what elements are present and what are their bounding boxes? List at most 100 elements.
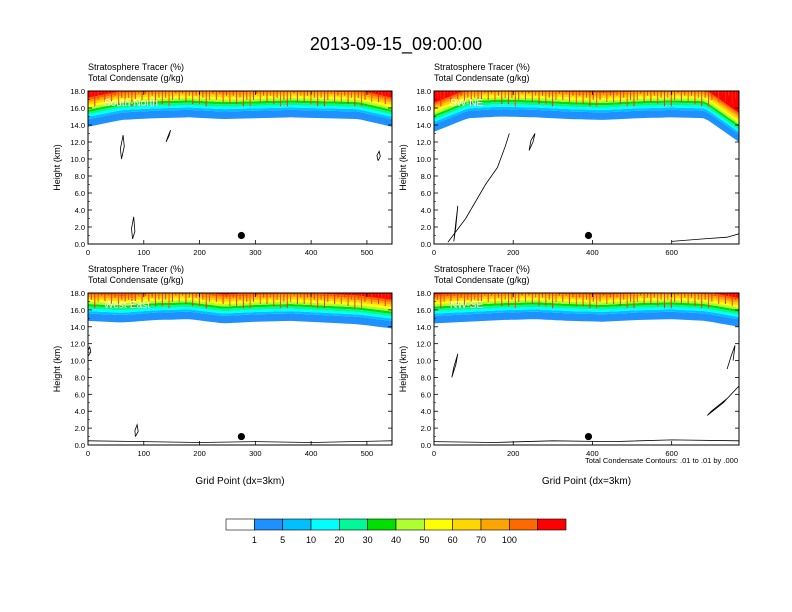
tracer-band-10 xyxy=(434,109,739,142)
y-tick-label: 8.0 xyxy=(75,172,85,181)
y-tick-label: 8.0 xyxy=(75,373,85,382)
x-tick-label: 400 xyxy=(586,248,599,257)
tracer-band-3 xyxy=(434,295,739,306)
x-tick-label: 0 xyxy=(432,449,436,458)
colorbar-swatch xyxy=(452,518,482,531)
colorbar-swatch xyxy=(509,518,538,531)
y-tick-label: 4.0 xyxy=(75,206,85,215)
y-tick-label: 2.0 xyxy=(75,223,85,232)
x-tick-label: 600 xyxy=(665,248,678,257)
x-tick-label: 200 xyxy=(193,449,206,458)
location-marker xyxy=(584,432,593,441)
y-tick-label: 14.0 xyxy=(70,121,85,130)
x-tick-label: 200 xyxy=(507,248,520,257)
y-tick-label: 12.0 xyxy=(70,340,85,349)
tracer-band-5 xyxy=(434,299,739,310)
condensate-contour xyxy=(165,129,171,143)
condensate-contour xyxy=(453,205,459,242)
tracer-field xyxy=(88,91,392,244)
y-tick-label: 0.0 xyxy=(421,441,431,450)
tracer-band-2 xyxy=(434,293,739,303)
tracer-band-5 xyxy=(88,299,392,312)
y-tick-label: 14.0 xyxy=(416,323,431,332)
y-tick-label: 6.0 xyxy=(75,189,85,198)
condensate-contour xyxy=(88,345,92,357)
y-tick-label: 14.0 xyxy=(70,323,85,332)
x-tick-label: 500 xyxy=(361,248,374,257)
y-tick-label: 14.0 xyxy=(416,121,431,130)
y-tick-label: 0.0 xyxy=(75,441,85,450)
section-label: West-East xyxy=(104,300,150,311)
x-tick-label: 200 xyxy=(507,449,520,458)
x-tick-label: 0 xyxy=(86,248,90,257)
y-tick-label: 10.0 xyxy=(416,357,431,366)
condensate-contour xyxy=(528,133,536,151)
condensate-contour xyxy=(434,439,739,443)
colorbar-swatch xyxy=(395,518,425,531)
y-tick-label: 16.0 xyxy=(416,306,431,315)
condensate-contour xyxy=(131,216,136,240)
tracer-band-8 xyxy=(88,105,392,117)
y-tick-label: 18.0 xyxy=(416,289,431,298)
y-tick-label: 12.0 xyxy=(70,138,85,147)
contour-footnote: Total Condensate Contours: .01 to .01 by… xyxy=(585,456,738,465)
y-axis-label: Height (km) xyxy=(52,144,62,191)
x-tick-label: 500 xyxy=(361,449,374,458)
y-tick-label: 18.0 xyxy=(70,289,85,298)
tracer-field xyxy=(434,293,739,445)
y-tick-label: 10.0 xyxy=(416,155,431,164)
colorbar-swatch xyxy=(225,518,255,531)
panel-south-north: Stratosphere Tracer (%)Total Condensate … xyxy=(52,62,393,257)
location-marker xyxy=(584,231,593,240)
condensate-title: Total Condensate (g/kg) xyxy=(88,275,184,285)
section-label: NW-SE xyxy=(450,300,483,311)
tracer-band-9 xyxy=(88,107,392,120)
tracer-title: Stratosphere Tracer (%) xyxy=(434,264,530,274)
tracer-field xyxy=(88,293,392,445)
tracer-band-8 xyxy=(434,307,739,317)
tracer-band-9 xyxy=(434,309,739,320)
tracer-band-7 xyxy=(88,102,392,115)
condensate-contour xyxy=(451,353,459,378)
x-axis-label: Grid Point (dx=3km) xyxy=(542,476,631,487)
colorbar-swatch xyxy=(367,518,397,531)
tracer-field xyxy=(434,91,739,244)
y-tick-label: 12.0 xyxy=(416,138,431,147)
condensate-title: Total Condensate (g/kg) xyxy=(434,73,530,83)
tracer-band-4 xyxy=(88,95,392,108)
tracer-band-2 xyxy=(88,293,392,305)
colorbar-swatch xyxy=(480,518,510,531)
tracer-band-10 xyxy=(434,311,739,327)
y-tick-label: 16.0 xyxy=(416,104,431,113)
y-tick-label: 6.0 xyxy=(421,189,431,198)
x-tick-label: 600 xyxy=(665,449,678,458)
condensate-contour xyxy=(447,133,510,243)
colorbar-label: 40 xyxy=(391,535,401,545)
x-tick-label: 0 xyxy=(432,248,436,257)
y-axis-label: Height (km) xyxy=(398,144,408,191)
section-label: South-North xyxy=(104,98,158,109)
x-tick-label: 100 xyxy=(138,449,151,458)
location-marker xyxy=(237,432,245,441)
location-marker xyxy=(237,231,245,240)
y-tick-label: 16.0 xyxy=(70,306,85,315)
y-tick-label: 4.0 xyxy=(75,407,85,416)
y-tick-label: 12.0 xyxy=(416,340,431,349)
panels: Stratosphere Tracer (%) Total Condensate … xyxy=(52,62,740,487)
condensate-contour xyxy=(119,135,125,160)
colorbar-label: 70 xyxy=(476,535,486,545)
tracer-band-10 xyxy=(88,109,392,127)
colorbar-label: 100 xyxy=(502,535,517,545)
tracer-title: Stratosphere Tracer (%) xyxy=(88,62,184,72)
condensate-contour xyxy=(671,233,739,242)
y-tick-label: 6.0 xyxy=(75,390,85,399)
colorbar-label: 1 xyxy=(252,535,257,545)
x-tick-label: 200 xyxy=(193,248,206,257)
tracer-band-10 xyxy=(88,311,392,329)
y-tick-label: 8.0 xyxy=(421,373,431,382)
condensate-contour xyxy=(726,345,736,370)
y-tick-label: 4.0 xyxy=(421,206,431,215)
y-axis-label: Height (km) xyxy=(398,346,408,393)
panel-west-east: Stratosphere Tracer (%)Total Condensate … xyxy=(52,264,393,487)
